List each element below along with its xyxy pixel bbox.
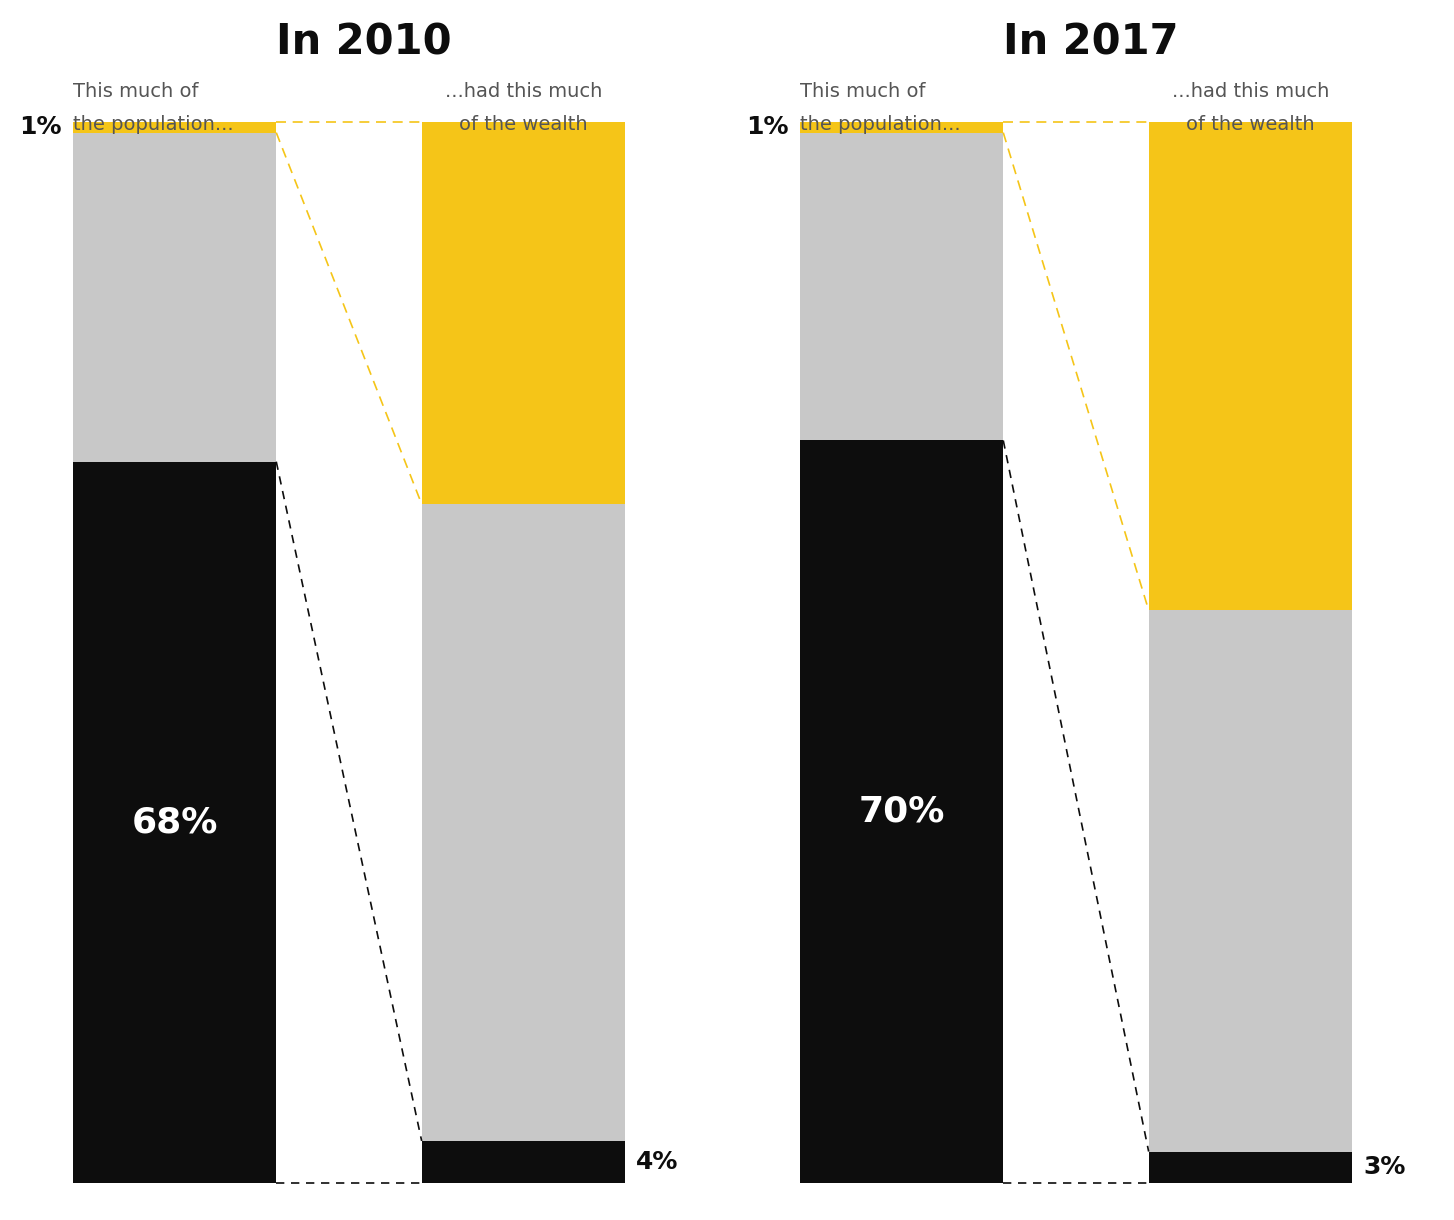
Text: In 2017: In 2017 [1003, 22, 1178, 63]
Text: 36%: 36% [480, 296, 567, 331]
Bar [73, 461, 276, 1183]
Text: the population...: the population... [73, 115, 233, 134]
Text: of the wealth: of the wealth [1186, 115, 1314, 134]
Bar [800, 122, 1003, 133]
Text: 70%: 70% [858, 795, 945, 828]
Text: 3%: 3% [1364, 1155, 1406, 1180]
Text: of the wealth: of the wealth [459, 115, 587, 134]
Text: 68%: 68% [131, 805, 218, 839]
Text: the population...: the population... [800, 115, 960, 134]
Text: ...had this much: ...had this much [1172, 82, 1329, 101]
Bar [422, 504, 625, 1141]
Bar [73, 133, 276, 461]
Bar [800, 133, 1003, 440]
Text: In 2010: In 2010 [276, 22, 451, 63]
Text: 1%: 1% [19, 116, 61, 139]
Text: 1%: 1% [746, 116, 788, 139]
Bar [1149, 122, 1352, 610]
Text: ...had this much: ...had this much [445, 82, 602, 101]
Bar [422, 1141, 625, 1183]
Bar [73, 122, 276, 133]
Bar [422, 122, 625, 504]
Text: 46%: 46% [1207, 349, 1294, 383]
Text: 4%: 4% [637, 1150, 679, 1174]
Text: This much of: This much of [73, 82, 198, 101]
Bar [800, 440, 1003, 1183]
Text: This much of: This much of [800, 82, 925, 101]
Bar [1149, 1152, 1352, 1183]
Bar [1149, 610, 1352, 1152]
